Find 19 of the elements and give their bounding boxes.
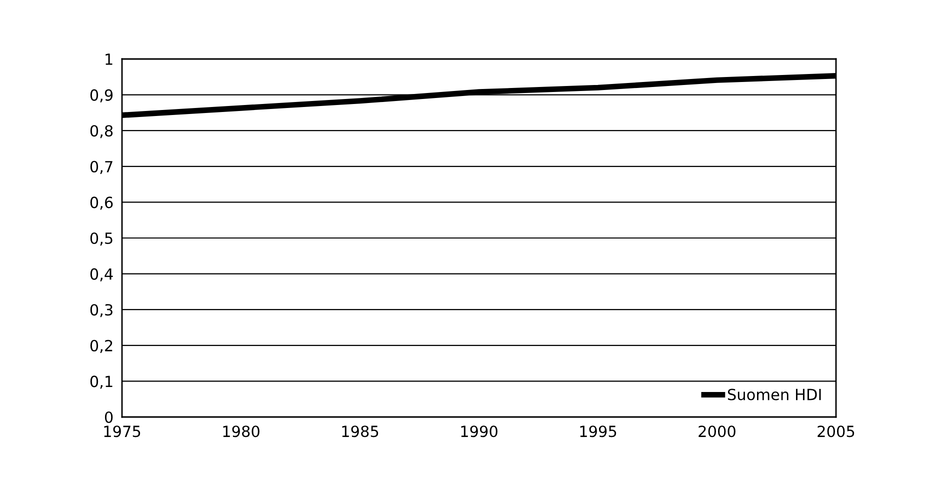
y-tick-label: 0 xyxy=(104,411,113,424)
legend-label: Suomen HDI xyxy=(728,388,821,400)
y-tick-label: 0,6 xyxy=(90,196,113,210)
y-tick-label: 0,1 xyxy=(90,376,112,389)
x-tick-label: 2005 xyxy=(818,426,854,438)
y-tick-label: 0,4 xyxy=(90,268,113,282)
x-tick-label: 1995 xyxy=(580,426,616,438)
y-tick-label: 0,8 xyxy=(90,125,113,138)
y-tick-label: 0,3 xyxy=(90,304,112,318)
x-tick-label: 1985 xyxy=(342,426,378,438)
x-tick-label: 2000 xyxy=(698,426,736,438)
y-tick-label: 0,5 xyxy=(90,232,112,246)
x-tick-label: 1975 xyxy=(104,426,140,438)
y-tick-label: 0,9 xyxy=(90,89,113,102)
x-tick-label: 1990 xyxy=(461,426,498,438)
y-tick-label: 1 xyxy=(106,54,112,65)
x-tick-label: 1980 xyxy=(223,426,260,438)
y-tick-label: 0,2 xyxy=(90,340,112,353)
y-tick-label: 0,7 xyxy=(90,160,112,174)
